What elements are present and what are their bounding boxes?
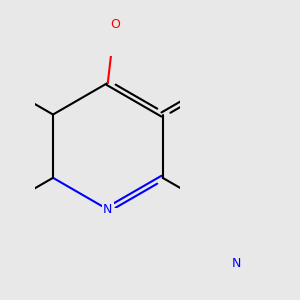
Text: N: N [232,257,241,270]
Text: N: N [103,203,112,216]
Text: O: O [110,18,120,31]
